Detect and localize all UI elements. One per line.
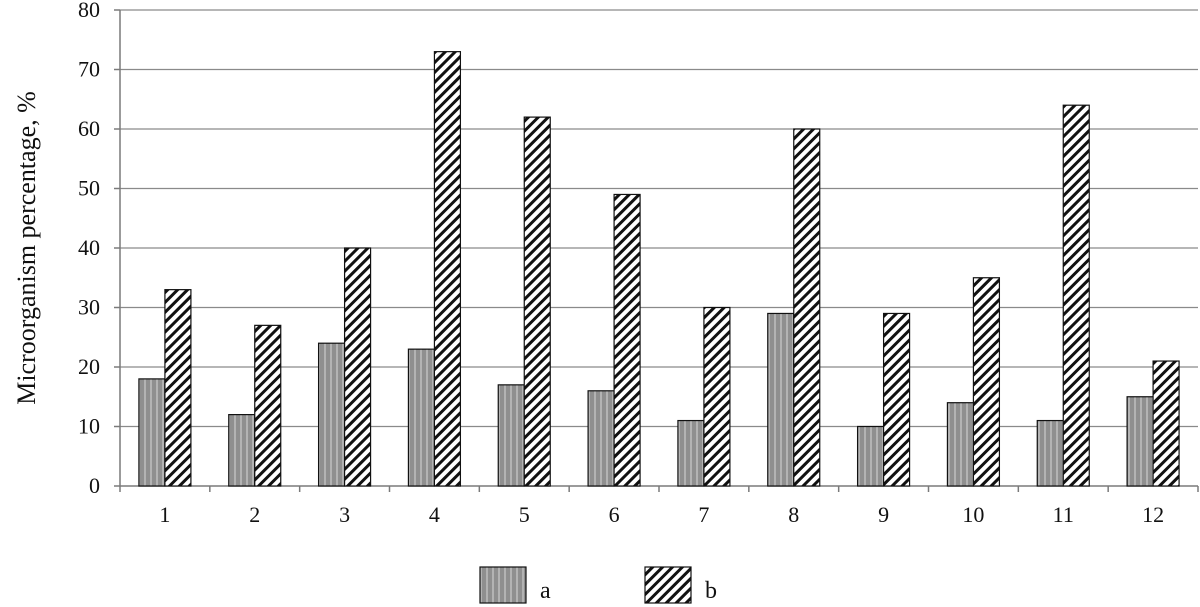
x-tick-label: 9 [878, 502, 889, 527]
x-tick-label: 5 [519, 502, 530, 527]
x-tick-label: 2 [249, 502, 260, 527]
bar-a-3 [317, 342, 346, 487]
bar-a-2 [228, 414, 256, 487]
x-tick-label: 6 [609, 502, 620, 527]
x-tick-label: 10 [962, 502, 984, 527]
x-tick-label: 3 [339, 502, 350, 527]
bar-a-8 [767, 312, 795, 487]
legend-label-b: b [705, 578, 717, 604]
x-tick-label: 11 [1053, 502, 1074, 527]
y-tick-label: 50 [78, 176, 100, 201]
y-tick-label: 70 [78, 57, 100, 82]
bar-a-11 [1036, 419, 1064, 487]
bars [138, 51, 1180, 487]
y-axis-title: Microorganism percentage, % [12, 91, 41, 405]
gridlines [120, 9, 1198, 428]
bar-a-1 [138, 378, 166, 487]
x-tick-label: 4 [429, 502, 440, 527]
legend-label-a: a [540, 578, 551, 604]
bar-b-12 [1152, 360, 1180, 487]
y-tick-label: 40 [78, 235, 100, 260]
x-tick-label: 12 [1142, 502, 1164, 527]
x-tick-label: 1 [159, 502, 170, 527]
bar-b-11 [1062, 104, 1090, 487]
x-tick-label: 7 [698, 502, 709, 527]
bar-a-4 [407, 348, 436, 487]
axes [114, 9, 1199, 492]
x-tick-label: 8 [788, 502, 799, 527]
y-tick-label: 20 [78, 354, 100, 379]
bar-a-7 [677, 419, 705, 487]
bar-a-10 [946, 402, 975, 487]
bar-b-5 [523, 116, 551, 487]
bar-b-1 [164, 289, 192, 487]
bar-a-9 [856, 425, 885, 487]
x-tick-labels: 1 2 3 4 5 6 7 8 9 10 11 12 [159, 502, 1164, 527]
y-tick-label: 60 [78, 116, 100, 141]
bar-a-12 [1126, 396, 1154, 487]
bar-a-6 [587, 390, 615, 487]
y-tick-label: 10 [78, 414, 100, 439]
bar-b-9 [882, 312, 911, 487]
bar-b-10 [972, 277, 1001, 487]
y-tick-label: 0 [89, 473, 100, 498]
bar-b-6 [613, 193, 641, 487]
bar-a-5 [497, 384, 525, 487]
y-tick-label: 80 [78, 0, 100, 22]
legend-swatch-b [644, 566, 692, 604]
bar-b-3 [343, 247, 372, 487]
bar-b-2 [254, 324, 282, 487]
bar-b-8 [793, 128, 821, 487]
bar-b-7 [703, 306, 731, 487]
bar-b-4 [433, 51, 462, 487]
y-tick-labels: 0 10 20 30 40 50 60 70 80 [78, 0, 100, 498]
legend-swatch-a [479, 566, 527, 604]
y-tick-label: 30 [78, 295, 100, 320]
